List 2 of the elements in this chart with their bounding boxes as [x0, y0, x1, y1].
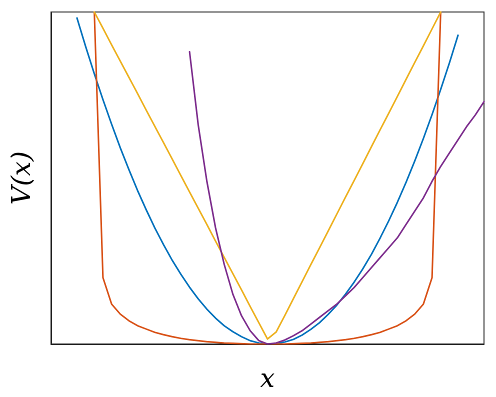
x-axis-title: x	[260, 364, 276, 394]
y-axis-title: V(x)	[7, 151, 37, 205]
